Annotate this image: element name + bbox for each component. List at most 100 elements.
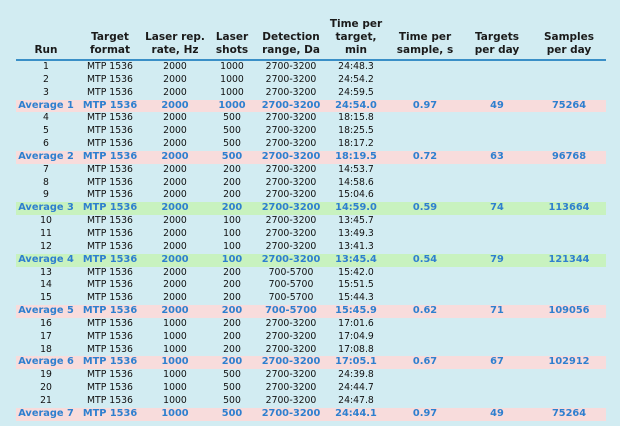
cell-target-format: MTP 1536 — [87, 369, 133, 381]
table-row: 9 MTP 1536 2000 200 2700-3200 15:04.6 — [16, 189, 606, 202]
cell-time-per-target: 15:04.6 — [338, 189, 374, 201]
cell-laser-shots: 500 — [223, 112, 241, 124]
cell-detection-range: 2700-3200 — [265, 382, 317, 394]
cell-target-format: MTP 1536 — [87, 317, 133, 329]
cell-detection-range: 2700-3200 — [265, 163, 317, 175]
cell-time-per-sample — [388, 60, 462, 74]
table-row: 19 MTP 1536 1000 500 2700-3200 24:39.8 — [16, 369, 606, 382]
table-row: 3 MTP 1536 2000 1000 2700-3200 24:59.5 — [16, 87, 606, 100]
cell-time-per-target: 24:59.5 — [338, 86, 374, 98]
cell-run: 9 — [43, 189, 49, 201]
cell-target-format: MTP 1536 — [87, 189, 133, 201]
average-row: Average 7 MTP 1536 1000 500 2700-3200 24:44.1… — [16, 407, 606, 421]
cell-laser-rate: 2000 — [163, 125, 187, 137]
cell-samples-per-day — [532, 125, 606, 138]
cell-laser-rate: 1000 — [163, 382, 187, 394]
cell-laser-rate: 2000 — [163, 240, 187, 252]
cell-target-format: MTP 1536 — [87, 292, 133, 304]
table-row: 17 MTP 1536 1000 200 2700-3200 17:04.9 — [16, 331, 606, 344]
cell-laser-rate: 2000 — [144, 253, 206, 267]
cell-laser-shots: 100 — [223, 215, 241, 227]
cell-detection-range: 700-5700 — [258, 305, 324, 318]
cell-samples-per-day — [532, 344, 606, 357]
cell-targets-per-day: 63 — [462, 150, 532, 164]
cell-laser-rate: 2000 — [163, 138, 187, 150]
cell-laser-shots: 500 — [223, 125, 241, 137]
cell-laser-shots: 500 — [223, 394, 241, 406]
cell-target-format: MTP 1536 — [76, 150, 144, 164]
cell-targets-per-day — [462, 292, 532, 305]
cell-samples-per-day — [532, 382, 606, 395]
cell-targets-per-day — [462, 318, 532, 331]
cell-laser-rate: 2000 — [163, 61, 187, 72]
cell-run: Average 5 — [16, 305, 76, 318]
cell-time-per-sample — [388, 87, 462, 100]
cell-target-format: MTP 1536 — [87, 112, 133, 124]
cell-laser-shots: 200 — [223, 279, 241, 291]
cell-time-per-sample — [388, 395, 462, 408]
cell-detection-range: 2700-3200 — [265, 330, 317, 342]
cell-detection-range: 2700-3200 — [265, 369, 317, 381]
cell-run: 4 — [43, 112, 49, 124]
cell-detection-range: 2700-3200 — [258, 150, 324, 164]
cell-targets-per-day — [462, 177, 532, 190]
cell-laser-shots: 100 — [223, 227, 241, 239]
cell-time-per-target: 15:51.5 — [338, 279, 374, 291]
cell-laser-rate: 1000 — [163, 330, 187, 342]
cell-time-per-target: 14:59.0 — [324, 202, 388, 216]
cell-samples-per-day: 113664 — [532, 202, 606, 216]
cell-time-per-target: 18:17.2 — [338, 138, 374, 150]
cell-time-per-sample — [388, 369, 462, 382]
cell-target-format: MTP 1536 — [87, 138, 133, 150]
cell-laser-rate: 2000 — [163, 163, 187, 175]
table-row: 18 MTP 1536 1000 200 2700-3200 17:08.8 — [16, 344, 606, 357]
cell-laser-rate: 2000 — [163, 176, 187, 188]
cell-time-per-sample — [388, 164, 462, 177]
cell-detection-range: 2700-3200 — [265, 125, 317, 137]
table-row: 8 MTP 1536 2000 200 2700-3200 14:58.6 — [16, 177, 606, 190]
cell-detection-range: 2700-3200 — [265, 73, 317, 85]
cell-laser-shots: 200 — [223, 189, 241, 201]
cell-targets-per-day — [462, 369, 532, 382]
cell-samples-per-day: 109056 — [532, 305, 606, 318]
cell-time-per-target: 14:53.7 — [338, 163, 374, 175]
table-row: 4 MTP 1536 2000 500 2700-3200 18:15.8 — [16, 112, 606, 125]
cell-samples-per-day — [532, 177, 606, 190]
average-row: Average 3 MTP 1536 2000 200 2700-3200 14:59.0… — [16, 202, 606, 216]
cell-run: 8 — [43, 176, 49, 188]
cell-time-per-target: 24:54.2 — [338, 73, 374, 85]
cell-laser-shots: 200 — [206, 305, 258, 318]
cell-detection-range: 2700-3200 — [265, 215, 317, 227]
cell-laser-shots: 1000 — [220, 86, 244, 98]
cell-laser-rate: 2000 — [163, 215, 187, 227]
cell-time-per-sample — [388, 112, 462, 125]
cell-laser-rate: 2000 — [163, 86, 187, 98]
cell-time-per-target: 24:39.8 — [338, 369, 374, 381]
table-row: 10 MTP 1536 2000 100 2700-3200 13:45.7 — [16, 215, 606, 228]
cell-run: Average 4 — [16, 253, 76, 267]
cell-run: 14 — [40, 279, 52, 291]
cell-target-format: MTP 1536 — [76, 99, 144, 113]
table-row: 13 MTP 1536 2000 200 700-5700 15:42.0 — [16, 267, 606, 280]
cell-target-format: MTP 1536 — [87, 394, 133, 406]
cell-targets-per-day — [462, 331, 532, 344]
header-run: Run — [16, 18, 76, 61]
cell-run: 11 — [40, 227, 52, 239]
cell-targets-per-day — [462, 215, 532, 228]
cell-detection-range: 2700-3200 — [265, 61, 317, 72]
cell-time-per-sample — [388, 331, 462, 344]
cell-laser-shots: 200 — [206, 356, 258, 370]
header-time-per-sample: Time per sample, s — [388, 18, 462, 61]
cell-time-per-target: 14:58.6 — [338, 176, 374, 188]
cell-laser-shots: 200 — [223, 292, 241, 304]
cell-target-format: MTP 1536 — [87, 61, 133, 72]
cell-target-format: MTP 1536 — [87, 125, 133, 137]
cell-time-per-target: 24:44.1 — [324, 407, 388, 421]
cell-time-per-target: 18:25.5 — [338, 125, 374, 137]
table-row: 16 MTP 1536 1000 200 2700-3200 17:01.6 — [16, 318, 606, 331]
cell-target-format: MTP 1536 — [87, 330, 133, 342]
cell-run: Average 1 — [16, 99, 76, 113]
cell-samples-per-day — [532, 331, 606, 344]
cell-time-per-sample — [388, 138, 462, 151]
cell-run: 6 — [43, 138, 49, 150]
